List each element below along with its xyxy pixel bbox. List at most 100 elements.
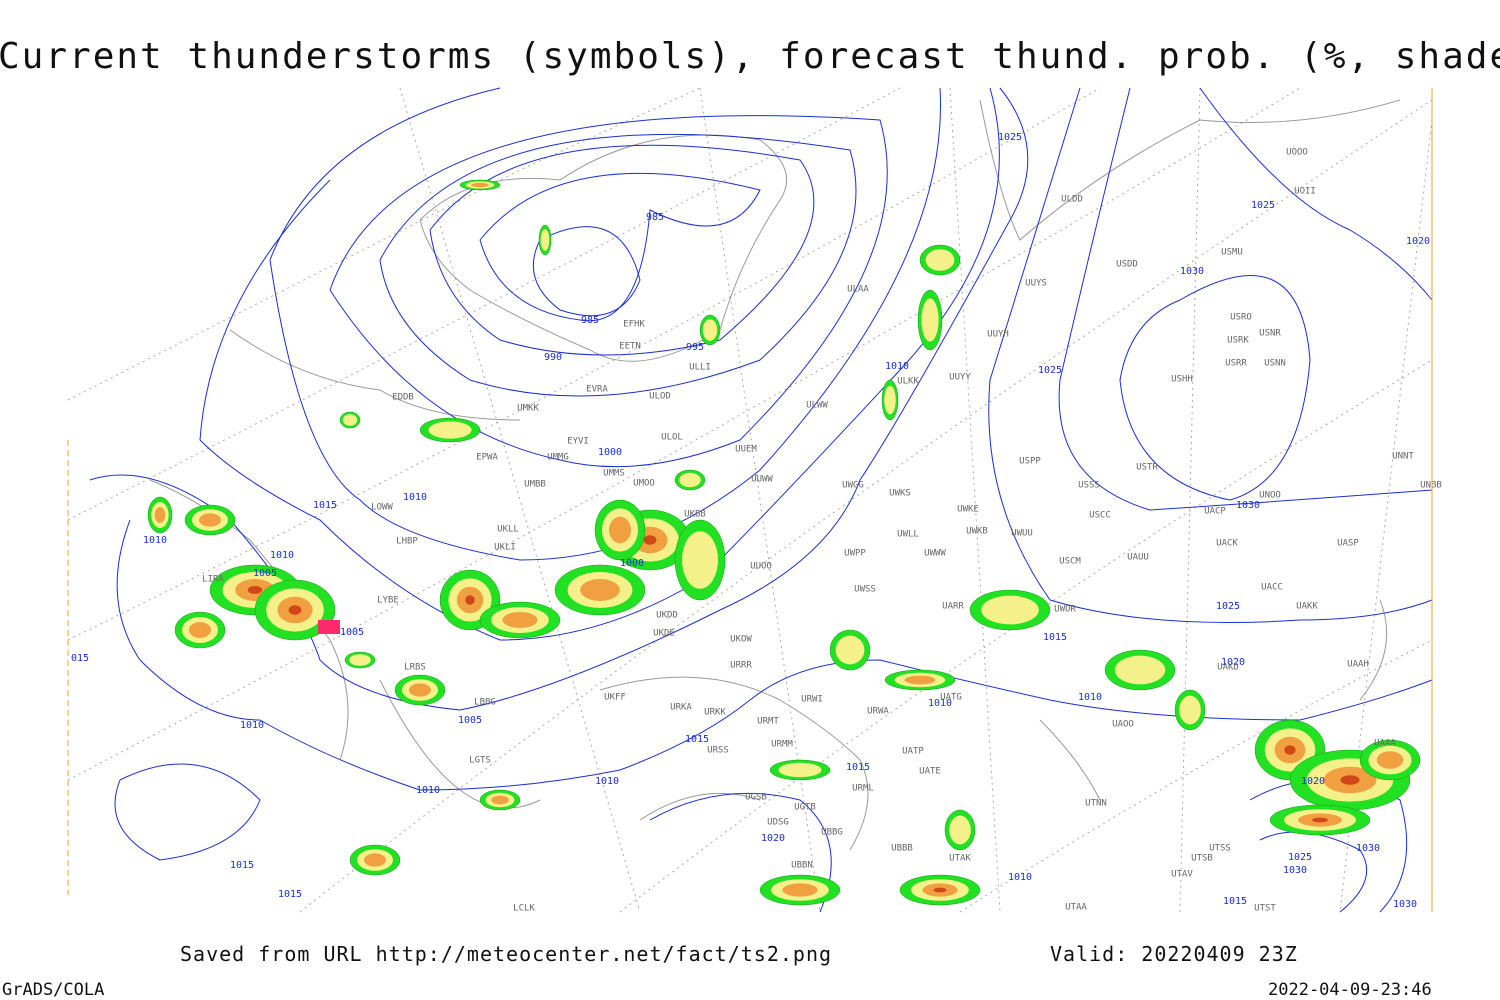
station-label: LRBS — [404, 663, 426, 673]
source-url: Saved from URL http://meteocenter.net/fa… — [180, 942, 832, 966]
graticule — [67, 87, 1433, 913]
station-label: UAOO — [1112, 720, 1134, 730]
station-label: URMT — [757, 717, 779, 727]
station-label: UUEM — [735, 445, 757, 455]
station-label: UUWW — [751, 475, 773, 485]
station-label: UBBN — [791, 861, 813, 871]
isobar-label: 1015 — [278, 889, 302, 900]
station-label: UKDD — [656, 611, 678, 621]
station-label: ULOL — [661, 433, 683, 443]
software: GrADS/COLA — [2, 980, 104, 1000]
station-label: UKFF — [604, 693, 626, 703]
isobar-label: 1010 — [885, 361, 909, 372]
prob-area — [247, 586, 263, 594]
isobar-label: 1010 — [595, 776, 619, 787]
prob-area — [643, 535, 657, 545]
isobar-label: 1030 — [1393, 899, 1417, 910]
station-label: URKK — [704, 708, 726, 718]
station-label: UGSB — [745, 793, 767, 803]
isobar-label: 1030 — [1180, 266, 1204, 277]
isobar-label: 1015 — [230, 860, 254, 871]
station-label: EETN — [619, 342, 641, 352]
isobar-label: 1020 — [1221, 657, 1245, 668]
isobar-label: 1025 — [1216, 601, 1240, 612]
station-label: URSS — [707, 746, 729, 756]
station-label: USHH — [1171, 375, 1193, 385]
prob-area — [835, 635, 865, 665]
station-label: UATE — [919, 767, 941, 777]
prob-area — [364, 853, 386, 867]
prob-area — [1376, 751, 1404, 769]
isobar-label: 1030 — [1283, 865, 1307, 876]
station-label: UATP — [902, 747, 924, 757]
coastlines — [149, 99, 1401, 851]
isobar-label: 1010 — [928, 698, 952, 709]
station-label: URWI — [801, 695, 823, 705]
station-label: URML — [852, 784, 874, 794]
station-label: USNR — [1259, 329, 1281, 339]
isobar-label: 1010 — [416, 785, 440, 796]
station-label: UTAV — [1171, 870, 1193, 880]
prob-area — [679, 472, 701, 488]
prob-area — [409, 683, 431, 697]
station-label: UACP — [1204, 507, 1226, 517]
prob-area — [949, 815, 971, 845]
isobar-label: 1010 — [403, 492, 427, 503]
labels: 1025 985 985 990 995 1000 1015 1010 1010 1010 1005… — [71, 132, 1442, 914]
station-label: UTSS — [1209, 844, 1231, 854]
prob-area — [904, 675, 936, 685]
station-label: UNNT — [1392, 452, 1414, 462]
isobar-label: 1025 — [1251, 200, 1275, 211]
station-label: UMMS — [603, 469, 625, 479]
station-label: USRK — [1227, 336, 1249, 346]
station-label: UTAA — [1065, 903, 1087, 913]
station-label: UWKE — [957, 505, 979, 515]
prob-area — [1179, 695, 1201, 725]
station-label: EDDB — [392, 393, 414, 403]
prob-area — [154, 507, 166, 523]
station-label: USNN — [1264, 359, 1286, 369]
prob-area — [925, 249, 955, 271]
prob-area — [609, 516, 631, 544]
isobar-label: 1015 — [1223, 896, 1247, 907]
prob-area — [921, 298, 939, 342]
isobar-label: 995 — [686, 342, 704, 353]
station-label: UAAA — [1374, 739, 1396, 749]
isobar-label: 1005 — [458, 715, 482, 726]
isobar-label: 1020 — [1301, 776, 1325, 787]
station-label: USPP — [1019, 457, 1041, 467]
station-label: UARR — [942, 602, 964, 612]
station-label: UWWW — [924, 549, 946, 559]
isobar-label: 1015 — [1043, 632, 1067, 643]
station-label: EVRA — [586, 385, 608, 395]
station-label: ULLI — [689, 363, 711, 373]
isobar-label: 1015 — [685, 734, 709, 745]
isobar-label: 1000 — [598, 447, 622, 458]
prob-area — [1312, 817, 1328, 823]
station-label: UAKK — [1296, 602, 1318, 612]
station-label: UMOO — [633, 479, 655, 489]
station-label: UBBG — [821, 828, 843, 838]
station-label: URKA — [670, 703, 692, 713]
station-label: UOOO — [1286, 148, 1308, 158]
station-label: UOII — [1294, 187, 1316, 197]
isobar-label: 1010 — [270, 550, 294, 561]
isobar-label: 1015 — [313, 500, 337, 511]
prob-area — [1284, 745, 1296, 755]
station-label: UKOW — [730, 635, 752, 645]
isobar-label: 1025 — [998, 132, 1022, 143]
station-label: LYBE — [377, 596, 399, 606]
valid-time: Valid: 20220409 23Z — [1050, 942, 1298, 966]
station-label: USDD — [1116, 260, 1138, 270]
prob-area — [778, 762, 822, 778]
station-label: UAUU — [1127, 553, 1149, 563]
station-label: UATG — [940, 693, 962, 703]
station-label: LHBP — [396, 537, 418, 547]
station-label: EFHK — [623, 320, 645, 330]
station-label: UKLL — [497, 525, 519, 535]
station-label: UUOO — [750, 562, 772, 572]
station-label: UTAK — [949, 854, 971, 864]
station-label: UUYY — [949, 373, 971, 383]
isobar-label: 985 — [646, 212, 664, 223]
station-label: ULAA — [847, 285, 869, 295]
